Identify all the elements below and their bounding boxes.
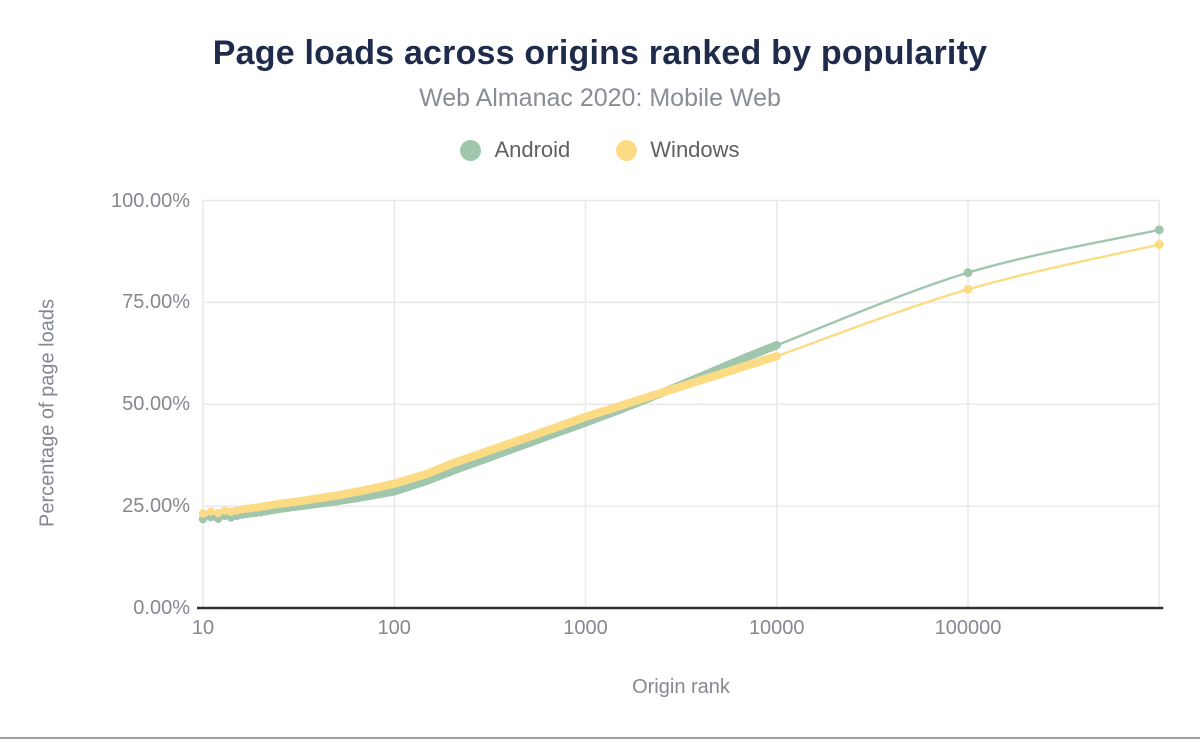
series-android-point-marker bbox=[1154, 225, 1164, 235]
y-tick-label: 75.00% bbox=[122, 291, 190, 314]
series-windows-marker bbox=[198, 509, 208, 518]
series-windows-marker bbox=[213, 508, 223, 518]
y-tick-label: 25.00% bbox=[122, 495, 190, 518]
legend-label: Android bbox=[494, 137, 571, 162]
chart-title: Page loads across origins ranked by popu… bbox=[212, 34, 988, 72]
x-tick-label: 100 bbox=[377, 617, 411, 639]
series-windows-point-marker bbox=[963, 284, 973, 294]
y-tick-label: 0.00% bbox=[133, 597, 190, 619]
windows-series-swatch-icon bbox=[616, 139, 638, 161]
x-tick-label: 100000 bbox=[934, 617, 1002, 639]
bottom-border bbox=[0, 737, 1200, 739]
y-axis-title: Percentage of page loads bbox=[36, 299, 59, 527]
series-windows-point-marker bbox=[1154, 240, 1164, 250]
y-tick-label: 100.00% bbox=[111, 189, 190, 212]
series-android-dense-line bbox=[202, 344, 778, 521]
x-tick-label: 1000 bbox=[563, 617, 608, 639]
x-axis-title: Origin rank bbox=[632, 676, 730, 698]
legend-label: Windows bbox=[650, 137, 740, 162]
legend-item-android[interactable]: Android bbox=[460, 137, 570, 163]
legend-item-windows[interactable]: Windows bbox=[616, 137, 740, 163]
chart-subtitle: Web Almanac 2020: Mobile Web bbox=[419, 84, 781, 112]
x-tick-label: 10 bbox=[191, 617, 215, 639]
android-series-swatch-icon bbox=[460, 139, 482, 161]
series-android-marker bbox=[772, 340, 781, 350]
y-tick-label: 50.00% bbox=[122, 393, 190, 416]
series-windows-marker bbox=[772, 351, 781, 361]
legend: Android Windows bbox=[0, 137, 1200, 163]
x-tick-label: 10000 bbox=[748, 617, 805, 639]
series-android-point-marker bbox=[963, 268, 973, 278]
series-windows-marker bbox=[206, 507, 216, 516]
